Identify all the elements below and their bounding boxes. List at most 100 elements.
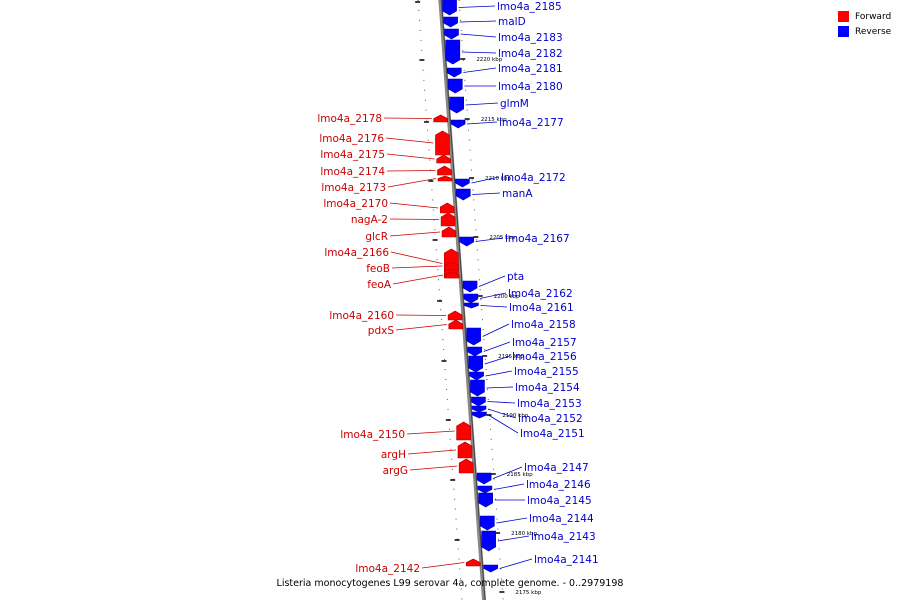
gene-arrow[interactable] (444, 28, 459, 40)
gene-arrow[interactable] (444, 261, 459, 271)
gene-label[interactable]: lmo4a_2145 (527, 495, 592, 507)
gene-arrow[interactable] (465, 558, 481, 567)
gene-arrow[interactable] (440, 212, 456, 227)
gene-label[interactable]: lmo4a_2183 (498, 32, 563, 44)
tick-label: 2185 kbp (507, 472, 533, 478)
gene-label[interactable]: lmo4a_2153 (517, 398, 582, 410)
gene-arrow[interactable] (445, 39, 461, 65)
gene-label[interactable]: lmo4a_2175 (320, 149, 385, 161)
gene-arrow[interactable] (439, 202, 455, 214)
gene-label[interactable]: lmo4a_2160 (329, 310, 394, 322)
gene-arrow[interactable] (449, 96, 465, 114)
gene-label[interactable]: lmo4a_2154 (515, 382, 580, 394)
label-connector (383, 117, 432, 119)
gene-arrow[interactable] (435, 130, 450, 156)
gene-arrow[interactable] (450, 119, 466, 129)
gene-label[interactable]: lmo4a_2143 (531, 531, 596, 543)
gene-arrow[interactable] (480, 515, 495, 531)
label-connector (497, 535, 530, 542)
gene-arrow[interactable] (472, 411, 487, 419)
gene-arrow[interactable] (457, 441, 473, 459)
gene-arrow[interactable] (464, 302, 479, 309)
gene-label[interactable]: lmo4a_2156 (512, 351, 577, 363)
gene-label[interactable]: pdxS (368, 325, 395, 337)
gene-arrow[interactable] (455, 188, 471, 201)
gene-arrow[interactable] (448, 319, 464, 330)
gene-arrow[interactable] (481, 530, 496, 552)
gene-label[interactable]: glmM (500, 98, 529, 110)
tick-label: 2220 kbp (476, 57, 502, 63)
gene-label[interactable]: argG (383, 465, 408, 477)
label-connector (467, 121, 498, 125)
forward-guide (417, 0, 463, 600)
gene-label[interactable]: feoA (367, 279, 392, 291)
gene-arrow[interactable] (466, 327, 481, 346)
tick-label: 2210 kbp (485, 176, 511, 182)
gene-arrow[interactable] (442, 0, 457, 16)
gene-label[interactable]: lmo4a_2146 (526, 479, 591, 491)
gene-label[interactable]: lmo4a_2167 (505, 233, 570, 245)
gene-arrow[interactable] (477, 485, 493, 494)
gene-arrow[interactable] (447, 67, 462, 78)
gene-arrow[interactable] (447, 310, 463, 321)
gene-label[interactable]: lmo4a_2158 (511, 319, 576, 331)
gene-label[interactable]: lmo4a_2185 (497, 1, 562, 13)
gene-label[interactable]: pta (507, 271, 524, 283)
gene-label[interactable]: nagA-2 (351, 214, 388, 226)
gene-label[interactable]: lmo4a_2172 (501, 172, 566, 184)
gene-label[interactable]: feoB (366, 263, 390, 275)
gene-arrow[interactable] (471, 405, 487, 413)
gene-arrow[interactable] (443, 16, 458, 28)
gene-arrow[interactable] (436, 154, 451, 164)
gene-label[interactable]: lmo4a_2161 (509, 302, 574, 314)
gene-label[interactable]: lmo4a_2144 (529, 513, 594, 525)
gene-arrow[interactable] (437, 175, 453, 182)
gene-arrow[interactable] (462, 280, 478, 293)
gene-label[interactable]: lmo4a_2181 (498, 63, 563, 75)
gene-label[interactable]: lmo4a_2150 (340, 429, 405, 441)
gene-arrow[interactable] (459, 236, 475, 247)
gene-arrow[interactable] (478, 492, 493, 508)
gene-arrow[interactable] (463, 293, 479, 304)
gene-label[interactable]: argH (381, 449, 406, 461)
gene-arrow[interactable] (467, 346, 483, 357)
reverse-swatch (838, 26, 849, 37)
gene-label[interactable]: lmo4a_2174 (320, 166, 385, 178)
gene-label[interactable]: lmo4a_2177 (499, 117, 564, 129)
gene-arrow[interactable] (441, 226, 457, 238)
gene-arrow[interactable] (476, 472, 492, 485)
gene-label[interactable]: lmo4a_2141 (534, 554, 599, 566)
gene-label[interactable]: lmo4a_2151 (520, 428, 585, 440)
gene-arrow[interactable] (469, 371, 484, 381)
gene-arrow[interactable] (456, 421, 471, 441)
gene-label[interactable]: malD (498, 16, 526, 28)
gene-arrow[interactable] (433, 114, 448, 123)
gene-label[interactable]: lmo4a_2182 (498, 48, 563, 60)
gene-label[interactable]: lmo4a_2166 (324, 247, 389, 259)
gene-label[interactable]: manA (502, 188, 533, 200)
gene-label[interactable]: lmo4a_2180 (498, 81, 563, 93)
gene-arrow[interactable] (483, 564, 498, 573)
gene-label[interactable]: lmo4a_2178 (317, 113, 382, 125)
label-connector (496, 517, 528, 524)
gene-label[interactable]: lmo4a_2155 (514, 366, 579, 378)
gene-arrow[interactable] (448, 78, 463, 94)
gene-label[interactable]: lmo4a_2147 (524, 462, 589, 474)
gene-arrow[interactable] (471, 396, 486, 407)
gene-arrow[interactable] (468, 355, 483, 373)
tick-label: 2190 kbp (502, 413, 528, 419)
gene-arrow[interactable] (444, 271, 460, 279)
gene-arrow[interactable] (455, 178, 470, 188)
gene-label[interactable]: glcR (365, 231, 388, 243)
gene-label[interactable]: lmo4a_2162 (508, 288, 573, 300)
gene-label[interactable]: lmo4a_2176 (319, 133, 384, 145)
label-connector (386, 170, 436, 172)
gene-arrow[interactable] (470, 379, 485, 397)
gene-label[interactable]: lmo4a_2173 (321, 182, 386, 194)
gene-label[interactable]: lmo4a_2142 (355, 563, 420, 575)
gene-label[interactable]: lmo4a_2157 (512, 337, 577, 349)
gene-label[interactable]: lmo4a_2170 (323, 198, 388, 210)
gene-label[interactable]: lmo4a_2152 (518, 413, 583, 425)
gene-arrow[interactable] (437, 165, 452, 176)
gene-arrow[interactable] (458, 458, 474, 474)
